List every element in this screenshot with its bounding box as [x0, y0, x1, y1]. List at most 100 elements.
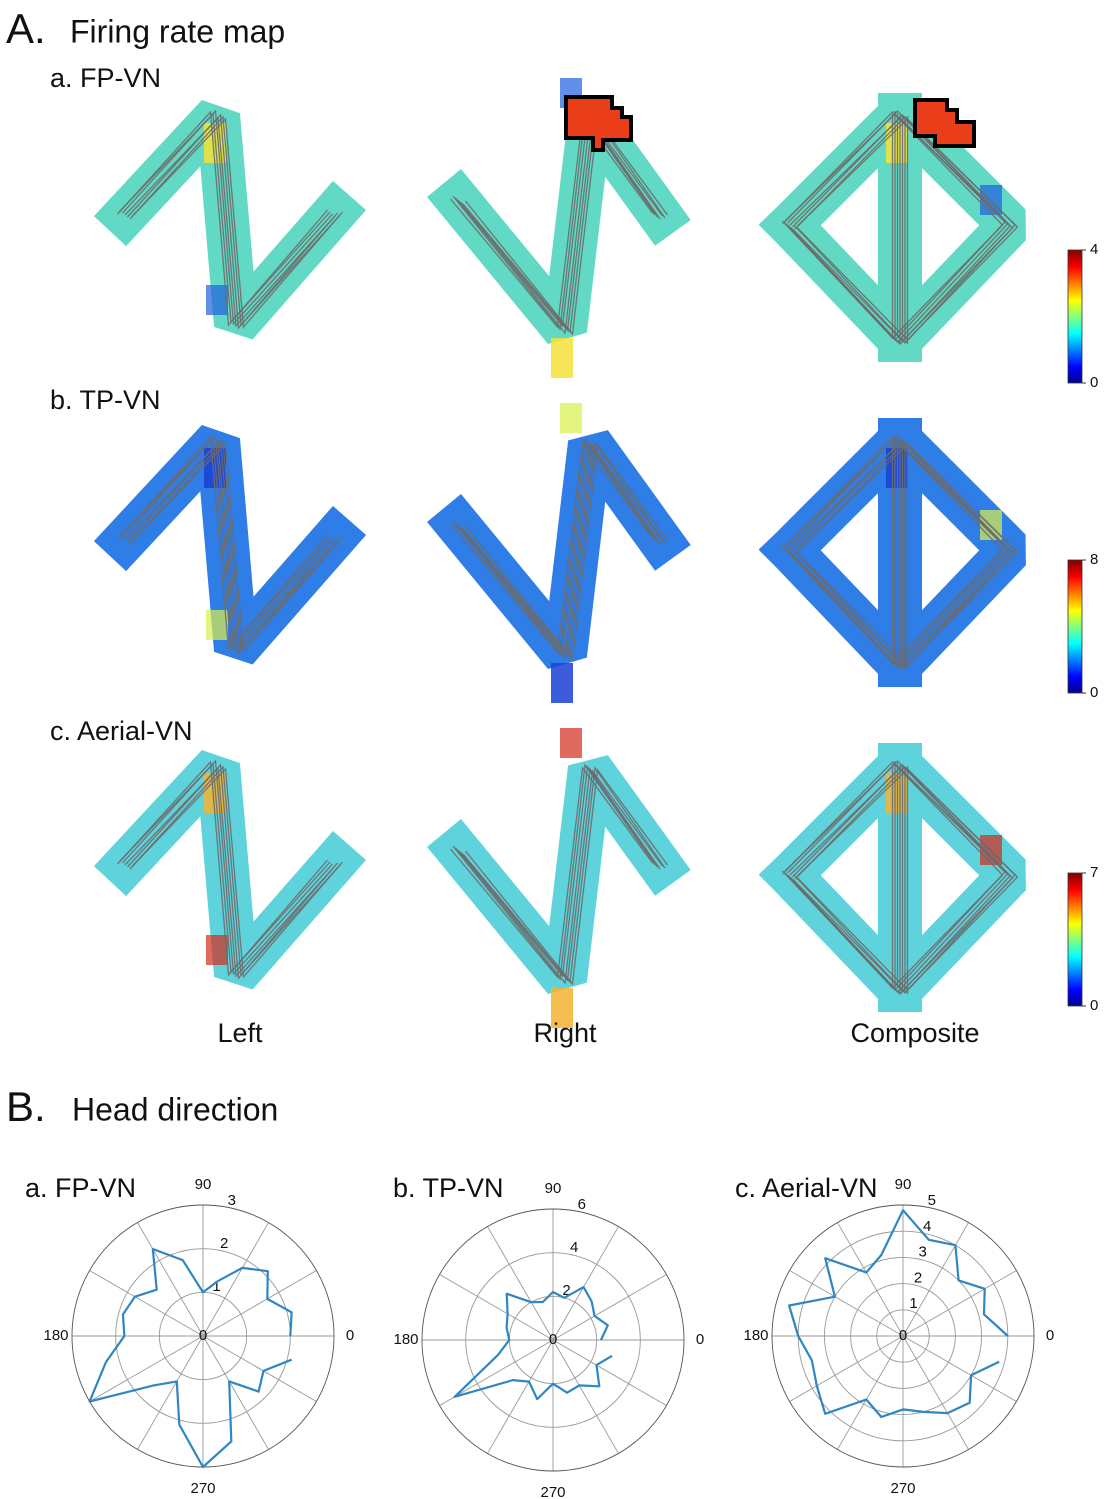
- trajectory: [119, 112, 331, 324]
- trajectory: [122, 109, 333, 326]
- spoke: [552, 1226, 619, 1341]
- r-tick-label: 0: [549, 1331, 557, 1348]
- trajectory: [797, 768, 1019, 991]
- trajectory: [462, 116, 666, 334]
- spoke: [137, 1222, 204, 1337]
- trajectory: [129, 115, 341, 327]
- trajectory: [124, 116, 336, 328]
- r-tick-label: 5: [928, 1192, 936, 1209]
- trajectory: [797, 118, 1019, 341]
- grid-ring: [421, 1208, 685, 1472]
- rate-map-patch: [551, 663, 573, 703]
- trajectory: [462, 766, 666, 984]
- trajectory: [452, 438, 656, 656]
- colorbar-tick-label: 7: [1090, 864, 1098, 881]
- colorbar-tick-label: 0: [1090, 374, 1098, 391]
- trajectory: [129, 440, 341, 652]
- spoke: [202, 1335, 317, 1402]
- section-label: B.: [6, 1083, 46, 1130]
- trajectory: [117, 435, 328, 652]
- trajectory: [450, 441, 654, 654]
- theta-tick-label: 90: [195, 1176, 212, 1193]
- grid-ring: [850, 1283, 956, 1389]
- spoke: [202, 1335, 269, 1450]
- theta-tick-label: 270: [540, 1484, 565, 1499]
- r-tick-label: 4: [923, 1218, 931, 1235]
- trajectory: [117, 110, 328, 327]
- rate-map-patch: [206, 285, 228, 315]
- grid-ring: [465, 1252, 641, 1428]
- theta-tick-label: 180: [393, 1331, 418, 1348]
- rate-map-region: [427, 755, 691, 994]
- theta-tick-label: 0: [1046, 1327, 1054, 1344]
- spoke: [789, 1270, 904, 1337]
- place-field-outline: [564, 95, 633, 152]
- rate-map-patch: [560, 728, 582, 758]
- spoke: [902, 1335, 969, 1450]
- theta-tick-label: 270: [190, 1480, 215, 1497]
- rate-map-patch: [551, 338, 573, 378]
- trajectory: [127, 763, 338, 980]
- trajectory: [129, 765, 341, 977]
- grid-ring: [876, 1309, 930, 1363]
- trajectory: [464, 443, 669, 661]
- row-label: a. FP-VN: [50, 63, 161, 93]
- colorbar-tick-label: 8: [1090, 551, 1098, 568]
- trajectory: [124, 441, 336, 653]
- trajectory: [464, 118, 669, 336]
- spoke: [552, 1274, 667, 1341]
- r-tick-label: 1: [212, 1278, 220, 1295]
- spoke: [89, 1335, 204, 1402]
- rate-map-region: [427, 430, 691, 669]
- theta-tick-label: 0: [696, 1331, 704, 1348]
- trajectory: [119, 762, 331, 974]
- r-tick-label: 2: [914, 1269, 922, 1286]
- r-tick-label: 0: [199, 1327, 207, 1344]
- trajectory: [455, 765, 659, 978]
- column-label: Right: [533, 1018, 597, 1048]
- chart-title: b. TP-VN: [393, 1173, 504, 1203]
- rate-map-region: [427, 105, 691, 344]
- spoke: [789, 1335, 904, 1402]
- direction-trace: [788, 1209, 1009, 1419]
- trajectory: [462, 441, 666, 659]
- colorbar: [1067, 249, 1083, 384]
- trajectory: [132, 442, 343, 654]
- spoke: [902, 1270, 1017, 1337]
- trajectory: [452, 113, 656, 331]
- colorbar-tick-label: 0: [1090, 684, 1098, 701]
- spoke: [89, 1270, 204, 1337]
- row-label: b. TP-VN: [50, 385, 161, 415]
- rate-map-patch: [560, 403, 582, 433]
- trajectory: [122, 434, 333, 651]
- direction-trace: [453, 1286, 613, 1401]
- place-field-outline: [913, 98, 976, 148]
- section-label: A.: [6, 5, 46, 52]
- theta-tick-label: 90: [545, 1180, 562, 1197]
- grid-ring: [823, 1256, 983, 1416]
- rate-map-patch: [551, 988, 573, 1028]
- trajectory: [132, 117, 343, 329]
- trajectory: [457, 442, 661, 660]
- trajectory: [464, 768, 669, 986]
- spoke: [552, 1339, 619, 1454]
- trajectory: [457, 117, 661, 335]
- theta-tick-label: 180: [743, 1327, 768, 1344]
- r-tick-label: 2: [220, 1235, 228, 1252]
- spoke: [837, 1222, 904, 1337]
- theta-tick-label: 180: [43, 1327, 68, 1344]
- chart-title: c. Aerial-VN: [735, 1173, 878, 1203]
- column-label: Composite: [850, 1018, 979, 1048]
- trajectory: [452, 763, 656, 981]
- spoke: [487, 1339, 554, 1454]
- direction-trace: [88, 1247, 293, 1469]
- section-title: Firing rate map: [70, 13, 285, 49]
- chart-title: a. FP-VN: [25, 1173, 136, 1203]
- trajectory: [124, 766, 336, 978]
- colorbar: [1067, 559, 1083, 694]
- spoke: [487, 1226, 554, 1341]
- trajectory: [117, 760, 328, 977]
- trajectory: [127, 113, 338, 330]
